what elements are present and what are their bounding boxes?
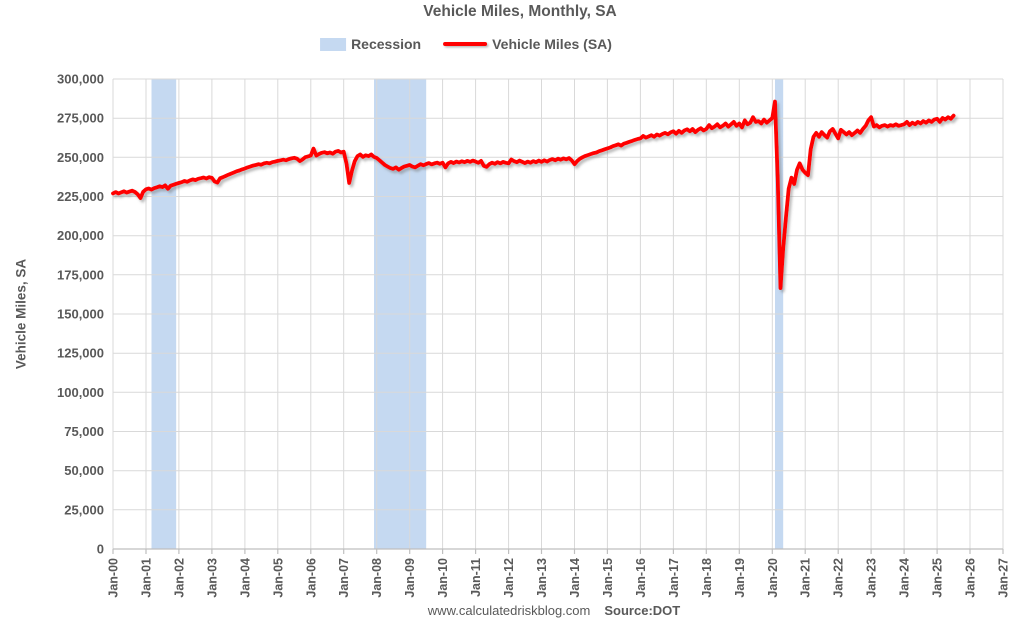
legend-item-recession: Recession [320, 36, 421, 52]
chart-title: Vehicle Miles, Monthly, SA [423, 3, 617, 20]
legend: Recession Vehicle Miles (SA) [320, 36, 612, 52]
x-tick-label: Jan-07 [337, 558, 351, 598]
legend-item-vehicle-miles: Vehicle Miles (SA) [443, 36, 612, 52]
y-tick-label: 150,000 [57, 307, 104, 322]
x-tick-label: Jan-17 [667, 558, 681, 598]
x-tick-label: Jan-18 [700, 558, 714, 598]
x-tick-label: Jan-24 [898, 558, 912, 598]
x-tick-label: Jan-11 [469, 558, 483, 597]
x-tick-label: Jan-01 [140, 558, 154, 598]
x-tick-label: Jan-12 [502, 558, 516, 598]
line-swatch-icon [443, 41, 488, 47]
vehicle-miles-line [111, 99, 956, 291]
x-tick-label: Jan-21 [799, 558, 813, 598]
x-tick-label: Jan-16 [634, 558, 648, 598]
x-tick-label: Jan-20 [766, 558, 780, 598]
x-tick-label: Jan-08 [370, 558, 384, 598]
y-tick-label: 225,000 [57, 189, 104, 204]
site-url: www.calculatedriskblog.com [427, 603, 591, 618]
y-tick-label: 300,000 [57, 72, 104, 87]
x-tick-label: Jan-22 [832, 558, 846, 598]
x-tick-label: Jan-02 [172, 558, 186, 598]
x-tick-label: Jan-09 [403, 558, 417, 598]
y-tick-label: 0 [97, 542, 104, 557]
legend-label-recession: Recession [351, 36, 422, 52]
y-tick-label: 50,000 [64, 463, 104, 478]
x-tick-label: Jan-23 [865, 558, 879, 598]
x-tick-label: Jan-00 [107, 558, 121, 598]
x-tick-label: Jan-03 [205, 558, 219, 598]
x-tick-label: Jan-05 [271, 558, 285, 598]
x-tick-label: Jan-10 [436, 558, 450, 598]
y-tick-label: 100,000 [57, 385, 104, 400]
y-tick-label: 25,000 [64, 502, 104, 517]
footer: www.calculatedriskblog.com Source:DOT [428, 603, 680, 618]
y-tick-label: 125,000 [57, 346, 104, 361]
x-tick-label: Jan-13 [535, 558, 549, 598]
legend-label-vehicle-miles: Vehicle Miles (SA) [492, 36, 612, 52]
x-tick-label: Jan-26 [964, 558, 978, 598]
x-tick-label: Jan-27 [997, 558, 1011, 598]
x-tick-label: Jan-14 [568, 558, 582, 598]
x-tick-label: Jan-25 [931, 558, 945, 598]
x-tick-label: Jan-06 [304, 558, 318, 598]
y-tick-label: 200,000 [57, 228, 104, 243]
x-tick-label: Jan-04 [238, 558, 252, 598]
y-tick-label: 75,000 [64, 424, 104, 439]
y-tick-label: 275,000 [57, 111, 104, 126]
y-tick-label: 250,000 [57, 150, 104, 165]
x-tick-label: Jan-19 [733, 558, 747, 598]
y-tick-label: 175,000 [57, 267, 104, 282]
x-tick-label: Jan-15 [601, 558, 615, 598]
recession-swatch-icon [320, 37, 347, 51]
source-label: Source:DOT [604, 603, 681, 618]
